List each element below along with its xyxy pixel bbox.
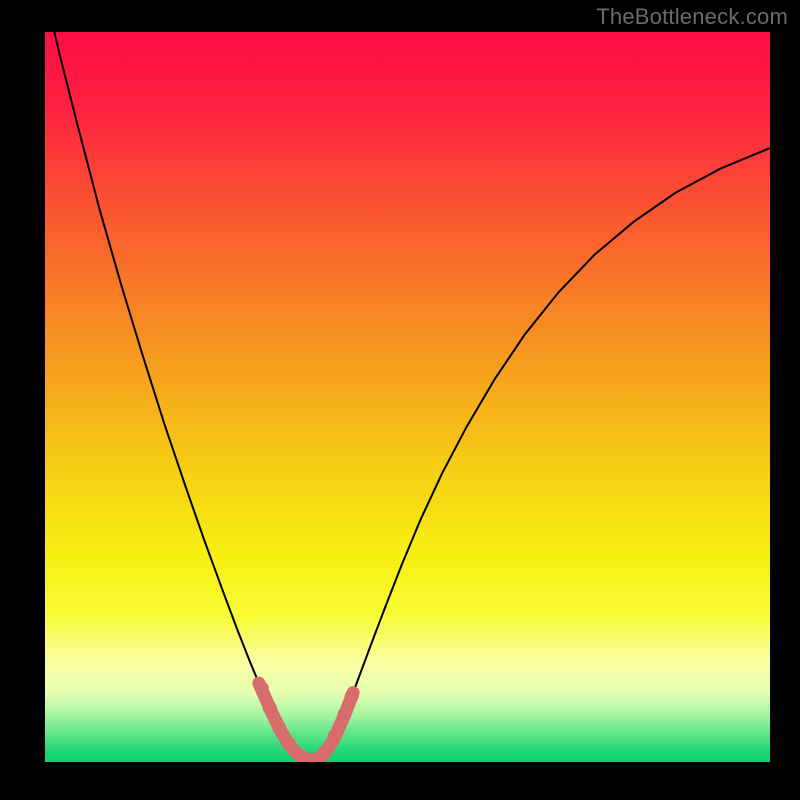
- bottleneck-chart: [0, 0, 800, 800]
- plot-background: [45, 32, 770, 762]
- figure: TheBottleneck.com: [0, 0, 800, 800]
